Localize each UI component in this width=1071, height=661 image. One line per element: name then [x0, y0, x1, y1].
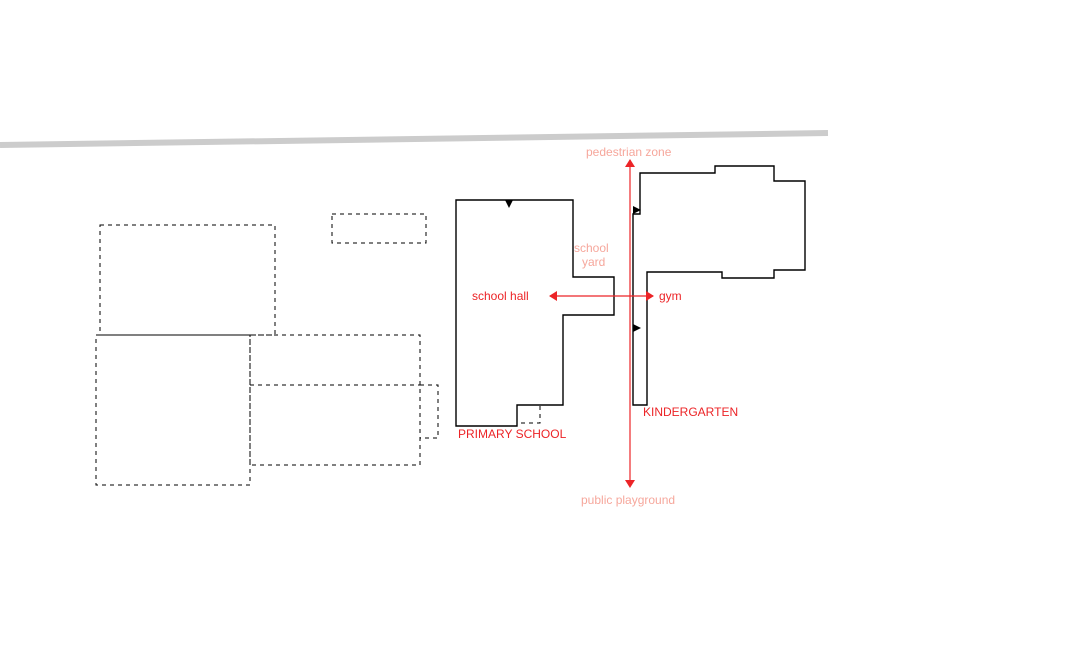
- label-kindergarten: KINDERGARTEN: [643, 405, 738, 419]
- arrow-up: [625, 159, 635, 167]
- arrow-down: [625, 480, 635, 488]
- kindergarten-outline: [633, 166, 805, 405]
- context-block-b: [332, 214, 426, 243]
- context-block-c: [96, 335, 250, 485]
- context-block-a: [100, 225, 275, 335]
- label-pedestrianZone: pedestrian zone: [586, 145, 672, 159]
- label-primarySchool: PRIMARY SCHOOL: [458, 427, 567, 441]
- context-block-f: [420, 385, 438, 438]
- arrow-right: [646, 291, 654, 301]
- label-schoolYard2: yard: [582, 255, 605, 269]
- label-schoolHall: school hall: [472, 289, 529, 303]
- primary-lower-notch: [517, 405, 540, 423]
- label-schoolYard1: school: [574, 241, 609, 255]
- label-gym: gym: [659, 289, 682, 303]
- road-line: [0, 133, 828, 145]
- context-block-d: [250, 335, 420, 465]
- primary-school-outline: [456, 200, 614, 426]
- label-publicPlayground: public playground: [581, 493, 675, 507]
